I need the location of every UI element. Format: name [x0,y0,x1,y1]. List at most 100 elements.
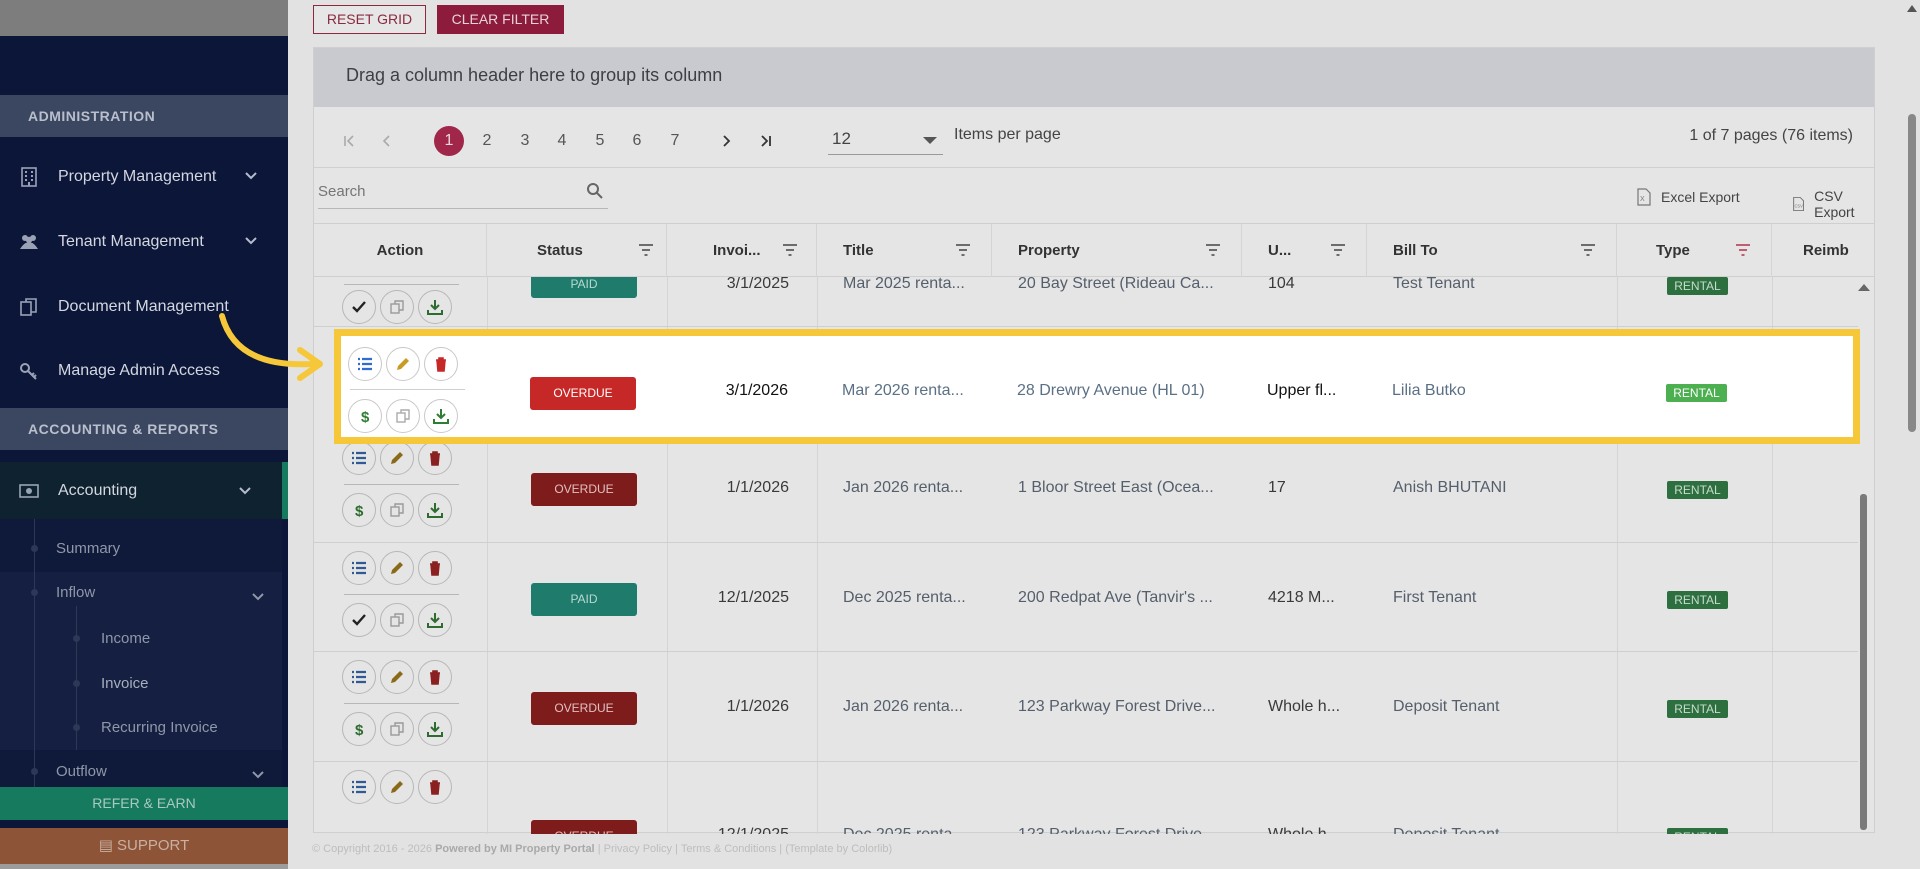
bill-to[interactable]: Anish BHUTANI [1393,479,1507,496]
sidebar-sub-inflow[interactable]: Inflow [56,584,96,601]
bill-to[interactable]: Lilia Butko [1392,382,1466,399]
invoice-title[interactable]: Jan 2026 renta... [843,479,964,496]
view-details-button[interactable] [342,770,376,804]
filter-icon[interactable] [1206,244,1220,256]
invoice-title[interactable]: Mar 2025 renta... [843,277,965,292]
grid-scroll-up-icon[interactable] [1858,283,1870,291]
download-button[interactable] [418,290,452,324]
delete-button[interactable] [424,347,458,381]
footer-powered[interactable]: Powered by MI Property Portal [435,843,595,855]
edit-button[interactable] [380,770,414,804]
sidebar-sub-invoice[interactable]: Invoice [101,675,149,692]
property-link[interactable]: 200 Redpat Ave (Tanvir's ... [1018,589,1213,606]
column-unit[interactable]: U... [1242,224,1367,277]
scroll-up-icon[interactable] [1907,4,1917,12]
table-row[interactable]: PAID 3/1/2025 Mar 2025 renta... 20 Bay S… [314,277,1858,327]
page-5[interactable]: 5 [595,132,605,149]
table-row[interactable]: OVERDUE 12/1/2025 Dec 2025 renta... 123 … [314,762,1858,834]
property-link[interactable]: 123 Parkway Forest Drive... [1018,698,1216,715]
filter-icon[interactable] [1331,244,1345,256]
column-action[interactable]: Action [314,224,487,277]
table-row[interactable]: PAID 12/1/2025 Dec 2025 renta... 200 Red… [314,543,1858,652]
copy-button[interactable] [380,712,414,746]
view-details-button[interactable] [342,660,376,694]
filter-icon[interactable] [639,244,653,256]
view-details-button[interactable] [348,347,382,381]
delete-button[interactable] [418,551,452,585]
search-input[interactable] [318,176,568,206]
download-button[interactable] [418,712,452,746]
csv-export-button[interactable]: CSV CSV Export [1792,188,1874,220]
record-payment-button[interactable]: $ [342,712,376,746]
copy-button[interactable] [380,603,414,637]
bill-to[interactable]: First Tenant [1393,589,1477,606]
clear-filter-button[interactable]: CLEAR FILTER [437,5,564,34]
filter-active-icon[interactable] [1736,244,1750,256]
sidebar-item-property-management[interactable]: Property Management [0,147,288,207]
invoice-title[interactable]: Mar 2026 renta... [842,382,964,399]
group-drop-area[interactable]: Drag a column header here to group its c… [314,48,1874,107]
edit-button[interactable] [380,441,414,475]
first-page-icon[interactable] [334,126,364,156]
column-status[interactable]: Status [487,224,667,277]
sidebar-item-manage-admin-access[interactable]: Manage Admin Access [0,341,288,401]
mark-paid-button[interactable] [342,603,376,637]
invoice-title[interactable]: Dec 2025 renta... [843,826,983,834]
delete-button[interactable] [418,441,452,475]
sidebar-item-tenant-management[interactable]: Tenant Management [0,212,288,272]
search-icon[interactable] [586,182,604,200]
edit-button[interactable] [380,660,414,694]
sidebar-sub-income[interactable]: Income [101,630,151,647]
property-link[interactable]: 123 Parkway Forest Drive... [1018,826,1238,834]
bill-to[interactable]: Test Tenant [1393,277,1475,292]
next-page-icon[interactable] [711,126,741,156]
page-1[interactable]: 1 [434,126,464,156]
column-title[interactable]: Title [817,224,992,277]
property-link[interactable]: 20 Bay Street (Rideau Ca... [1018,277,1214,292]
page-4[interactable]: 4 [557,132,567,149]
bill-to[interactable]: Deposit Tenant [1393,698,1500,715]
page-7[interactable]: 7 [670,132,680,149]
last-page-icon[interactable] [751,126,781,156]
filter-icon[interactable] [783,244,797,256]
mark-paid-button[interactable] [342,290,376,324]
sidebar-sub-summary[interactable]: Summary [56,540,121,557]
sidebar-item-accounting[interactable]: Accounting [0,462,288,519]
delete-button[interactable] [418,770,452,804]
copy-button[interactable] [380,290,414,324]
record-payment-button[interactable]: $ [342,493,376,527]
page-6[interactable]: 6 [632,132,642,149]
invoice-title[interactable]: Dec 2025 renta... [843,589,966,606]
edit-button[interactable] [380,551,414,585]
view-details-button[interactable] [342,441,376,475]
table-row-highlighted[interactable]: $ OVERDUE 3/1/2026 Mar 2026 renta... 28 … [334,329,1860,444]
footer-links[interactable]: | Privacy Policy | Terms & Conditions | [597,843,783,855]
download-button[interactable] [424,399,458,433]
page-3[interactable]: 3 [520,132,530,149]
bill-to[interactable]: Deposit Tenant [1393,826,1593,834]
filter-icon[interactable] [1581,244,1595,256]
view-details-button[interactable] [342,551,376,585]
prev-page-icon[interactable] [372,126,402,156]
copy-button[interactable] [380,493,414,527]
delete-button[interactable] [418,660,452,694]
column-reimb[interactable]: Reimb [1772,224,1874,277]
grid-scrollbar-thumb[interactable] [1860,494,1867,830]
support-button[interactable]: ▤ SUPPORT [0,828,288,864]
column-bill-to[interactable]: Bill To [1367,224,1617,277]
column-invoice-date[interactable]: Invoi... [667,224,817,277]
column-type[interactable]: Type [1617,224,1772,277]
sidebar-item-document-management[interactable]: Document Management [0,277,288,337]
invoice-title[interactable]: Jan 2026 renta... [843,698,964,715]
record-payment-button[interactable]: $ [348,399,382,433]
download-button[interactable] [418,493,452,527]
download-button[interactable] [418,603,452,637]
filter-icon[interactable] [956,244,970,256]
table-row[interactable]: $ OVERDUE 1/1/2026 Jan 2026 renta... 1 B… [314,433,1858,543]
items-per-page-select[interactable]: 12 [828,119,943,155]
excel-export-button[interactable]: X Excel Export [1636,188,1740,206]
sidebar-sub-outflow[interactable]: Outflow [56,763,107,780]
property-link[interactable]: 1 Bloor Street East (Ocea... [1018,479,1214,496]
table-row[interactable]: $ OVERDUE 1/1/2026 Jan 2026 renta... 123… [314,652,1858,762]
sidebar-sub-recurring-invoice[interactable]: Recurring Invoice [101,719,218,736]
